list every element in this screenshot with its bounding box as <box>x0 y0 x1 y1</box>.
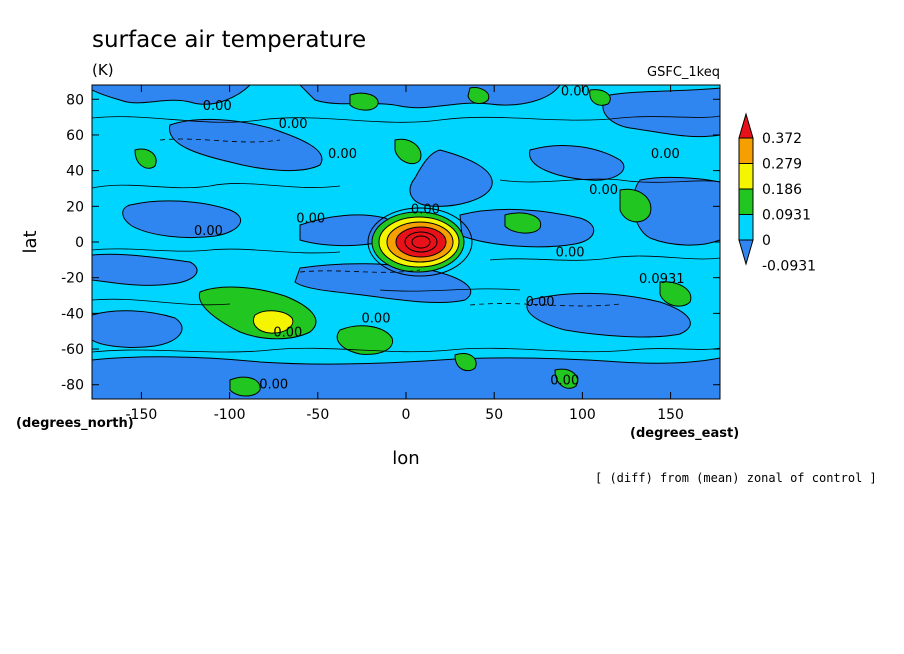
contour-label: 0.00 <box>556 245 585 260</box>
contour-label: 0.00 <box>296 211 325 226</box>
footnote: [ (diff) from (mean) zonal of control ] <box>595 471 877 485</box>
contour-label: 0.00 <box>526 295 555 310</box>
colorbar-label: 0.372 <box>762 131 802 147</box>
x-tick-label: -100 <box>214 407 246 423</box>
contour-line <box>92 248 341 254</box>
green-region <box>349 92 379 111</box>
y-tick-label: 20 <box>66 199 84 215</box>
contour-label: 0.00 <box>362 311 391 326</box>
blue-region <box>169 118 323 172</box>
colorbar-label: 0.0931 <box>762 208 811 224</box>
contour-labels: 0.00 0.00 0.00 0.00 0.00 0.00 0.00 0.00 0.00 0.00… <box>194 85 685 392</box>
blue-region <box>526 292 691 338</box>
contour-label: 0.00 <box>279 117 308 132</box>
blue-region <box>409 149 493 207</box>
contour-label: 0.00 <box>589 183 618 198</box>
green-region <box>467 87 490 104</box>
contour-label: 0.00 <box>194 224 223 239</box>
contour-line <box>92 347 720 353</box>
anomaly-ring <box>367 207 473 277</box>
contour-line <box>299 269 421 273</box>
colorbar-segment <box>738 163 754 190</box>
colorbar-extend-bottom <box>738 239 754 266</box>
contour-label: 0.00 <box>328 147 357 162</box>
contour-lines <box>92 115 720 353</box>
y-tick-label: -40 <box>61 306 84 322</box>
green-region <box>134 148 157 169</box>
contour-line <box>489 255 720 261</box>
green-region <box>619 188 652 223</box>
model-label: GSFC_1keq <box>647 65 720 80</box>
contour-label: 0.00 <box>561 85 590 100</box>
blue-region <box>92 253 198 286</box>
green-region <box>454 353 477 372</box>
blue-region <box>294 263 472 304</box>
yellow-region <box>253 310 294 334</box>
blue-region <box>529 144 625 181</box>
blue-region <box>92 85 251 105</box>
colorbar: 0.372 0.279 0.186 0.0931 0 -0.0931 <box>738 112 816 275</box>
x-units-label: (degrees_east) <box>630 426 739 441</box>
contour-field: 0.00 0.00 0.00 0.00 0.00 0.00 0.00 0.00 0.00 0.00… <box>92 85 720 399</box>
blue-region <box>602 87 720 138</box>
contour-label: 0.00 <box>259 377 288 392</box>
green-region <box>659 281 692 307</box>
green-region <box>229 376 261 397</box>
contour-line <box>499 178 720 183</box>
colorbar-label: 0.186 <box>762 182 802 198</box>
green-region <box>554 368 578 389</box>
anomaly-ring <box>411 235 431 249</box>
colorbar-label: -0.0931 <box>762 259 816 275</box>
x-tick-label: 0 <box>402 407 411 423</box>
negative-anomaly-regions <box>92 85 720 399</box>
y-tick-label: 0 <box>75 235 84 251</box>
units-label: (K) <box>92 61 114 79</box>
contour-line <box>469 303 621 307</box>
equatorial-warm-anomaly <box>367 207 473 277</box>
x-tick-label: 150 <box>657 407 684 423</box>
x-tick-label: 50 <box>485 407 503 423</box>
contour-label: 0.00 <box>411 202 440 217</box>
blue-region <box>122 200 242 238</box>
x-axis-label: lon <box>392 448 419 469</box>
chart-title: surface air temperature <box>92 27 366 53</box>
x-tick-label: 100 <box>569 407 596 423</box>
y-tick-label: -20 <box>61 271 84 287</box>
blue-region <box>92 310 183 348</box>
contour-label: 0.00 <box>651 147 680 162</box>
contour-line <box>92 115 720 123</box>
green-region <box>504 212 542 234</box>
y-tick-label: -80 <box>61 378 84 394</box>
y-axis: 80 60 40 20 0 -20 -40 -60 -80 <box>61 92 720 394</box>
contour-label: 0.00 <box>203 99 232 114</box>
y-axis-label: lat <box>20 230 41 253</box>
colorbar-segment <box>738 214 754 241</box>
contour-line <box>159 138 281 143</box>
colorbar-segment <box>738 137 754 164</box>
contour-label: 0.00 <box>550 374 579 389</box>
x-axis: -150 -100 -50 0 50 100 150 <box>126 85 684 423</box>
green-region <box>589 89 611 106</box>
y-units-label: (degrees_north) <box>16 416 134 431</box>
colorbar-segment <box>738 188 754 215</box>
y-tick-label: -60 <box>61 342 84 358</box>
contour-line <box>92 298 231 306</box>
green-region <box>394 138 422 165</box>
colorbar-extend-top <box>738 112 754 139</box>
contour-line <box>379 288 521 292</box>
contour-label: 0.0931 <box>639 272 685 287</box>
contour-line <box>92 183 341 189</box>
x-tick-label: -50 <box>306 407 329 423</box>
colorbar-label: 0.279 <box>762 157 802 173</box>
southern-warm-anomaly <box>253 310 294 334</box>
y-tick-label: 80 <box>66 92 84 108</box>
y-tick-label: 60 <box>66 128 84 144</box>
x-tick-label: -150 <box>126 407 158 423</box>
contour-label: 0.00 <box>273 326 302 341</box>
y-tick-label: 40 <box>66 164 84 180</box>
colorbar-label: 0 <box>762 233 771 249</box>
